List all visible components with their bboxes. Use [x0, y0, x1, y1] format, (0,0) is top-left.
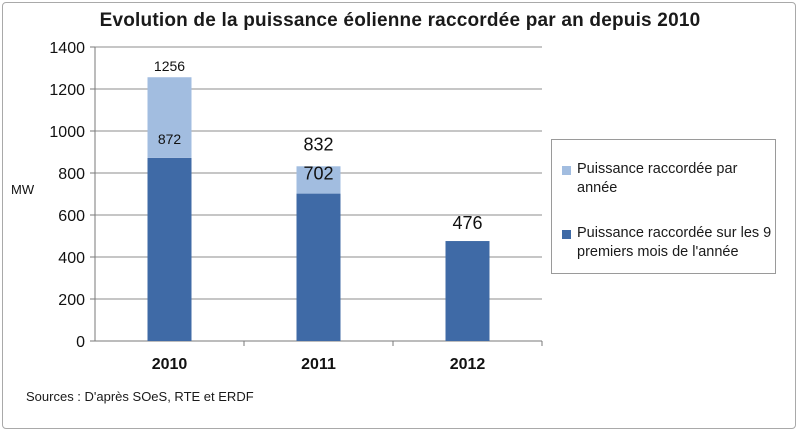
data-label: 872	[158, 131, 182, 147]
legend: Puissance raccordée par année Puissance …	[551, 139, 776, 274]
labels: 1256 872 832 702 476	[154, 58, 483, 233]
y-tick-label: 1400	[49, 40, 85, 57]
legend-item-nine-months: Puissance raccordée sur les 9 premiers m…	[562, 224, 772, 262]
legend-swatch-nine-months	[562, 230, 571, 239]
chart-title: Evolution de la puissance éolienne racco…	[99, 10, 701, 31]
bars	[147, 77, 490, 341]
y-tick-label: 800	[58, 166, 85, 183]
x-tick-label: 2012	[450, 356, 486, 373]
legend-label-annual: Puissance raccordée par année	[577, 161, 738, 196]
axes: 0 200 400 600 800 1000 1200 1400 2010 2011 2012	[49, 40, 543, 373]
legend-item-annual: Puissance raccordée par année	[562, 160, 772, 198]
y-axis-label: MW	[11, 182, 35, 197]
bar-nine-months-2010	[147, 157, 192, 341]
y-tick-label: 1000	[49, 124, 85, 141]
bar-nine-months-2011	[296, 193, 341, 341]
source-note: Sources : D'après SOeS, RTE et ERDF	[26, 389, 254, 404]
legend-label-nine-months: Puissance raccordée sur les 9 premiers m…	[577, 225, 772, 260]
y-tick-label: 200	[58, 292, 85, 309]
bar-annual-2011	[296, 166, 341, 194]
y-tick-label: 1200	[49, 82, 85, 99]
bar-nine-months-2012	[445, 241, 490, 341]
x-tick-label: 2011	[301, 356, 336, 373]
y-tick-label: 600	[58, 208, 85, 225]
y-tick-label: 0	[76, 334, 85, 351]
bar-annual-2010	[147, 77, 192, 158]
y-tick-label: 400	[58, 250, 85, 267]
data-label: 1256	[154, 58, 185, 74]
x-tick-label: 2010	[152, 356, 188, 373]
data-label: 832	[303, 134, 333, 154]
data-label: 476	[452, 213, 482, 233]
data-label: 702	[303, 164, 333, 184]
legend-swatch-annual	[562, 166, 571, 175]
